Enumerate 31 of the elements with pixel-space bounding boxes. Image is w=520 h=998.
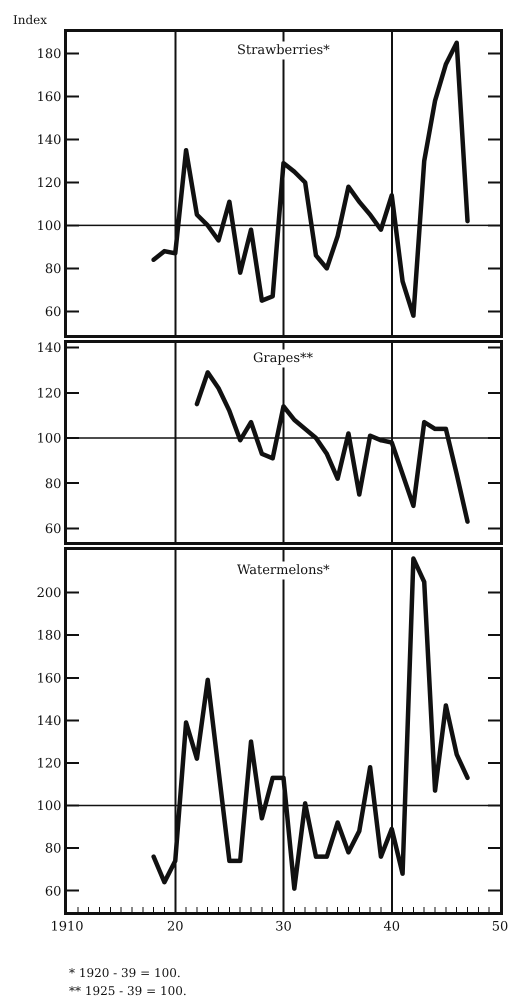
y-tick-label: 60 [44, 884, 62, 900]
y-tick-label: 120 [36, 386, 62, 402]
x-tick-label: 50 [492, 920, 508, 935]
text: Strawberries* [237, 43, 330, 58]
text: * 1920 - 39 = 100. [69, 966, 181, 980]
y-tick-label: 120 [36, 756, 62, 772]
y-tick-label: 140 [36, 133, 62, 148]
y-tick-label: 60 [44, 522, 62, 537]
x-tick-label: 30 [275, 920, 292, 935]
y-tick-label: 180 [36, 47, 62, 62]
y-tick-label: 120 [36, 176, 62, 191]
y-tick-label: 80 [44, 842, 62, 857]
text: Watermelons* [237, 563, 330, 578]
x-tick-label: 20 [166, 920, 184, 935]
x-tick-label: 40 [383, 920, 400, 935]
y-tick-label: 100 [36, 432, 62, 447]
y-tick-label: 140 [36, 341, 62, 356]
y-tick-label: 100 [36, 799, 62, 814]
x-tick-label: 1910 [50, 920, 84, 935]
y-tick-label: 80 [44, 262, 62, 277]
y-tick-label: 140 [36, 714, 62, 729]
y-tick-label: 160 [36, 90, 62, 106]
text: ** 1925 - 39 = 100. [69, 984, 187, 998]
y-tick-label: 100 [36, 218, 62, 234]
y-tick-label: 180 [36, 628, 62, 644]
y-tick-label: 160 [36, 671, 62, 686]
y-tick-label: 60 [44, 304, 62, 320]
y-tick-label: 200 [36, 586, 62, 602]
y-axis-title: Index [13, 13, 48, 27]
text: Grapes** [253, 351, 314, 366]
y-tick-label: 80 [44, 476, 62, 492]
